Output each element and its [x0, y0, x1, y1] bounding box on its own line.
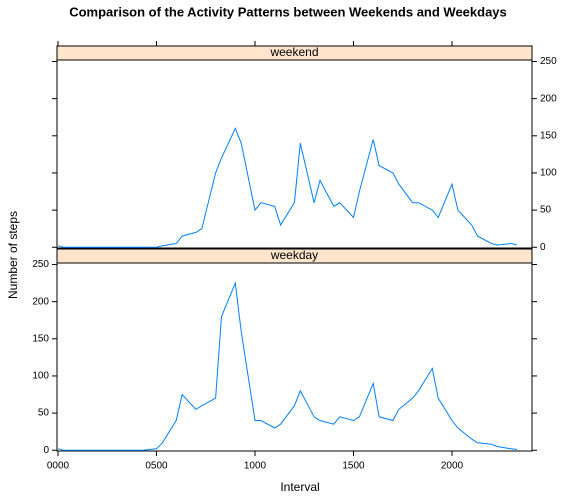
- y-tick-label: 0: [43, 445, 49, 456]
- y-tick-label: 100: [540, 168, 557, 179]
- line: [57, 127, 518, 248]
- chart-title: Comparison of the Activity Patterns betw…: [69, 4, 507, 19]
- y-tick-label: 250: [540, 56, 557, 67]
- x-tick-label: 0000: [47, 461, 70, 472]
- x-tick-label: 1500: [342, 461, 365, 472]
- y-tick-label: 250: [32, 259, 49, 270]
- y-tick-label: 200: [32, 296, 49, 307]
- x-tick-label: 0500: [145, 461, 168, 472]
- x-axis-label: Interval: [280, 480, 319, 494]
- x-tick-label: 2000: [441, 461, 464, 472]
- y-tick-label: 50: [38, 408, 50, 419]
- x-tick-label: 1000: [244, 461, 267, 472]
- panel: [56, 59, 533, 249]
- y-tick-label: 100: [32, 371, 49, 382]
- y-tick-label: 200: [540, 93, 557, 104]
- y-tick-label: 50: [540, 205, 552, 216]
- panel: [56, 262, 533, 452]
- y-tick-label: 0: [540, 242, 546, 253]
- y-tick-label: 150: [32, 333, 49, 344]
- y-axis-label: Number of steps: [6, 211, 20, 299]
- strip-label: weekday: [270, 248, 318, 262]
- strip-label: weekend: [269, 45, 318, 59]
- line: [57, 281, 518, 451]
- y-tick-label: 150: [540, 130, 557, 141]
